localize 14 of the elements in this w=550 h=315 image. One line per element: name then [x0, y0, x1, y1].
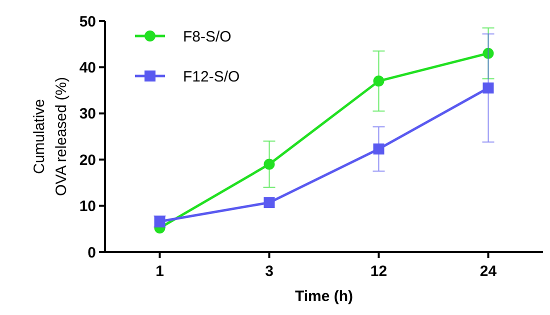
- legend-label: F8-S/O: [183, 28, 232, 46]
- x-tick-label: 12: [370, 263, 388, 280]
- x-tick-label: 3: [265, 263, 274, 280]
- y-tick-label: 30: [79, 106, 96, 123]
- y-tick-label: 50: [79, 13, 96, 30]
- y-tick-label: 20: [79, 152, 96, 169]
- x-axis-title: Time (h): [294, 288, 354, 305]
- y-tick-label: 0: [88, 244, 96, 262]
- y-tick-label: 40: [79, 59, 96, 76]
- x-tick-label: 1: [156, 263, 164, 280]
- x-tick-label: 24: [480, 263, 498, 280]
- y-tick-label: 10: [79, 198, 96, 216]
- legend-label: F12-S/O: [183, 68, 240, 86]
- y-axis-title: Cumulative OVA released (%): [31, 77, 70, 196]
